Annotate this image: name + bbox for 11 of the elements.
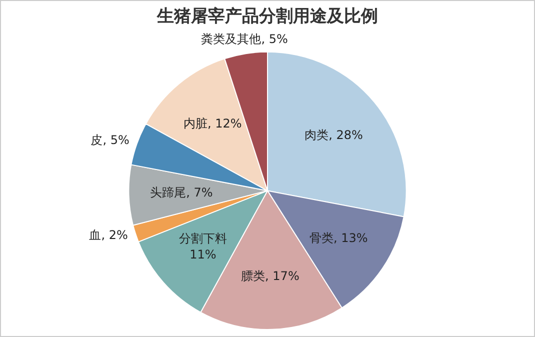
slice-label: 皮, 5%	[90, 133, 130, 148]
slice-label: 肉类, 28%	[304, 128, 363, 142]
data-label: 11%	[190, 248, 216, 262]
slice-label: 血, 2%	[89, 228, 128, 242]
chart-title: 生猪屠宰产品分割用途及比例	[156, 6, 378, 27]
slice-label: 头蹄尾, 7%	[150, 186, 213, 200]
slice-label: 内脏, 12%	[183, 116, 242, 131]
slice-label: 分割下料	[178, 232, 227, 246]
slice-label: 骨类, 13%	[310, 231, 368, 246]
slice-label: 膘类, 17%	[241, 268, 300, 283]
slice-label: 粪类及其他, 5%	[201, 32, 288, 46]
